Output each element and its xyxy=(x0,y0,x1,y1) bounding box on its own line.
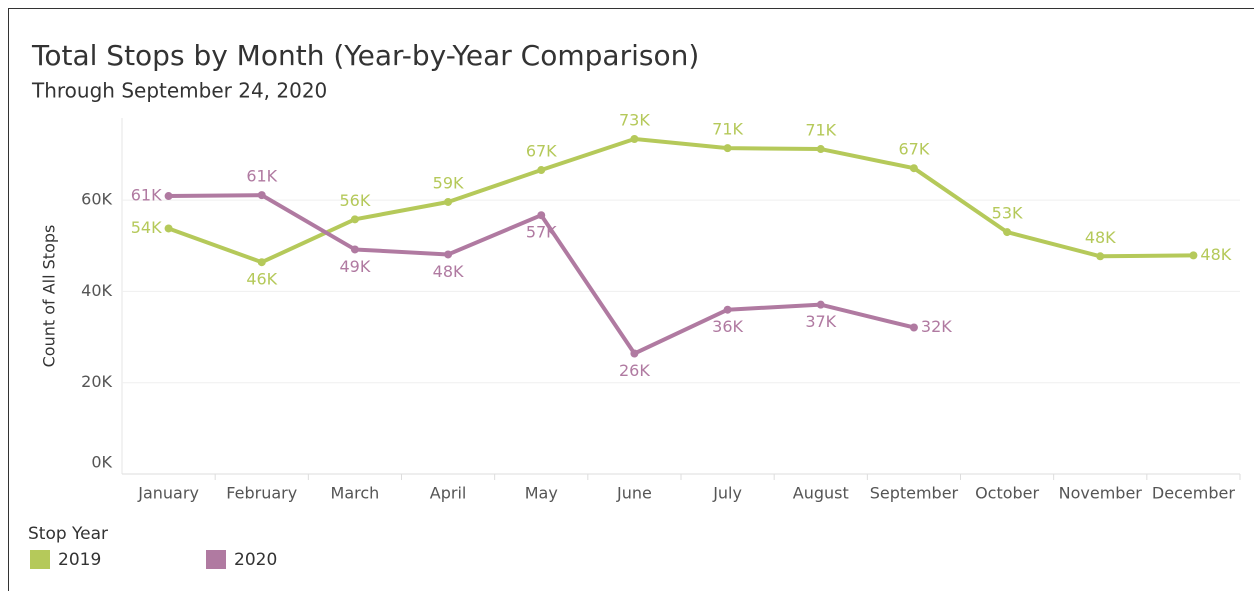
x-tick-label: April xyxy=(430,484,467,503)
data-label: 53K xyxy=(992,204,1023,223)
y-tick-label: 0K xyxy=(91,453,112,472)
data-label: 71K xyxy=(712,120,743,139)
data-label: 54K xyxy=(131,218,162,237)
point xyxy=(1189,251,1198,260)
legend-swatch xyxy=(206,550,226,569)
legend-label: 2019 xyxy=(58,550,101,570)
series-line xyxy=(167,136,1194,265)
x-tick-label: September xyxy=(870,484,959,503)
data-label: 67K xyxy=(898,140,929,159)
data-label: 49K xyxy=(339,257,370,276)
point xyxy=(537,211,546,220)
point xyxy=(444,197,453,206)
x-tick-label: October xyxy=(975,484,1039,503)
data-label: 48K xyxy=(1085,228,1116,247)
x-tick-label: March xyxy=(331,484,380,503)
chart-title: Total Stops by Month (Year-by-Year Compa… xyxy=(31,39,699,72)
data-label: 57K xyxy=(526,223,557,242)
y-tick-label: 40K xyxy=(81,281,112,300)
data-label: 67K xyxy=(526,142,557,161)
x-tick-label: December xyxy=(1152,484,1235,503)
data-label: 61K xyxy=(246,167,277,186)
y-tick-label: 20K xyxy=(81,372,112,391)
x-tick-label: May xyxy=(525,484,558,503)
point xyxy=(164,192,173,201)
data-label: 37K xyxy=(805,312,836,331)
x-tick-label: February xyxy=(226,484,297,503)
data-label: 61K xyxy=(131,186,162,205)
point xyxy=(909,323,918,332)
point xyxy=(1096,252,1105,261)
data-label: 73K xyxy=(619,110,650,129)
point xyxy=(257,258,266,267)
data-label: 56K xyxy=(339,191,370,210)
legend-title: Stop Year xyxy=(28,524,108,544)
legend-swatch xyxy=(30,550,50,569)
data-label: 48K xyxy=(1200,245,1231,264)
point xyxy=(723,305,732,314)
point xyxy=(444,250,453,259)
point xyxy=(630,349,639,358)
frame xyxy=(8,8,1254,591)
x-tick-label: January xyxy=(137,484,199,503)
point xyxy=(723,144,732,153)
data-label: 71K xyxy=(805,121,836,140)
point xyxy=(816,300,825,309)
legend-label: 2020 xyxy=(234,550,277,570)
data-label: 46K xyxy=(246,270,277,289)
point xyxy=(909,164,918,173)
x-tick-label: June xyxy=(616,484,652,503)
point xyxy=(816,145,825,154)
y-axis-label: Count of All Stops xyxy=(40,225,59,368)
point xyxy=(350,245,359,254)
x-tick-label: July xyxy=(712,484,742,503)
y-tick-label: 60K xyxy=(81,190,112,209)
point xyxy=(630,134,639,143)
x-tick-label: November xyxy=(1059,484,1143,503)
x-tick-label: August xyxy=(793,484,849,503)
data-label: 32K xyxy=(921,317,952,336)
data-label: 26K xyxy=(619,361,650,380)
data-label: 59K xyxy=(433,173,464,192)
chart-subtitle: Through September 24, 2020 xyxy=(31,79,327,103)
point xyxy=(350,215,359,224)
data-label: 48K xyxy=(433,262,464,281)
point xyxy=(1003,228,1012,237)
point xyxy=(164,224,173,233)
point xyxy=(537,166,546,175)
data-label: 36K xyxy=(712,317,743,336)
point xyxy=(257,191,266,200)
